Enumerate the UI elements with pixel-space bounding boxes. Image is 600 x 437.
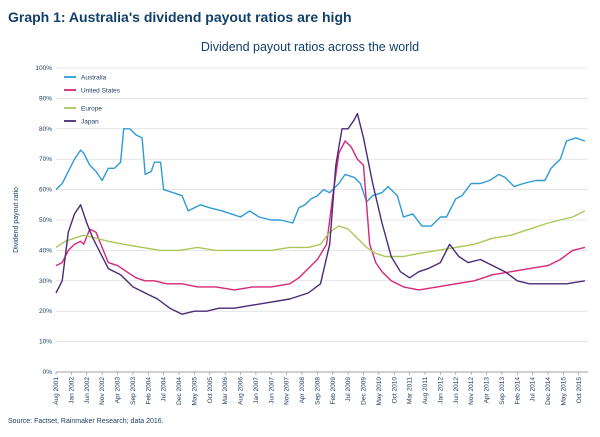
x-tick-label: Apr 2003 bbox=[115, 377, 122, 404]
legend-label: United States bbox=[81, 87, 121, 94]
x-tick-label: Dec 2014 bbox=[545, 377, 552, 405]
x-tick-label: Dec 2009 bbox=[361, 377, 368, 405]
y-tick-label: 50% bbox=[39, 217, 52, 224]
chart-title: Dividend payout ratios across the world bbox=[201, 40, 419, 54]
y-tick-labels: 0% 10% 20% 30% 40% 50% 60% 70% 80% 90% 100% bbox=[35, 65, 52, 376]
x-tick-label: Jun 2002 bbox=[84, 377, 91, 404]
x-tick-label: May 2005 bbox=[191, 377, 198, 406]
legend-label: Australia bbox=[81, 74, 107, 81]
x-tick-label: Jul 2004 bbox=[161, 377, 168, 402]
series-line-europe bbox=[55, 210, 586, 258]
x-tick-label: Nov 2012 bbox=[468, 377, 475, 405]
y-tick-label: 30% bbox=[39, 278, 52, 285]
x-tick-label: Aug 2006 bbox=[238, 377, 245, 405]
x-tick-label: Mar 2006 bbox=[222, 377, 229, 405]
x-tick-label: Aug 2011 bbox=[422, 377, 429, 405]
y-tick-label: 20% bbox=[39, 308, 52, 315]
x-tick-label: May 2015 bbox=[560, 377, 567, 406]
x-tick-label: Aug 2001 bbox=[53, 377, 60, 405]
x-tick-label: Sep 2013 bbox=[499, 377, 506, 405]
series-lines bbox=[55, 112, 586, 315]
series-line-japan bbox=[55, 112, 586, 315]
x-tick-label: Jun 2012 bbox=[453, 377, 460, 404]
y-tick-label: 100% bbox=[35, 65, 52, 72]
x-tick-label: Oct 2010 bbox=[391, 377, 398, 404]
x-tick-label: Feb 2014 bbox=[514, 377, 521, 405]
y-tick-label: 40% bbox=[39, 247, 52, 254]
x-tick-label: Jun 2007 bbox=[268, 377, 275, 404]
x-tick-label: Apr 2013 bbox=[484, 377, 491, 404]
graph-title: Graph 1: Australia's dividend payout rat… bbox=[8, 9, 352, 25]
x-tick-label: Feb 2004 bbox=[145, 377, 152, 405]
x-tick-label: Jan 2012 bbox=[437, 377, 444, 404]
y-tick-label: 60% bbox=[39, 187, 52, 194]
x-tick-label: Sep 2003 bbox=[130, 377, 137, 405]
x-tick-labels: Aug 2001 Jan 2002 Jun 2002 Nov 2002 Apr 2003… bbox=[53, 372, 583, 406]
legend-label: Japan bbox=[81, 118, 99, 125]
y-tick-label: 90% bbox=[39, 95, 52, 102]
y-tick-label: 0% bbox=[43, 369, 53, 376]
legend-label: Europe bbox=[81, 105, 102, 112]
series-line-united-states bbox=[55, 140, 586, 291]
legend: Australia United States Europe Japan bbox=[64, 74, 121, 125]
x-tick-label: Nov 2007 bbox=[284, 377, 291, 405]
x-tick-label: Oct 2015 bbox=[576, 377, 583, 404]
x-tick-label: Jul 2009 bbox=[345, 377, 352, 402]
x-tick-label: Mar 2011 bbox=[407, 377, 414, 404]
x-tick-label: Dec 2004 bbox=[176, 377, 183, 405]
x-tick-label: Jul 2014 bbox=[530, 377, 537, 402]
grid-lines bbox=[56, 67, 588, 373]
x-tick-label: Feb 2009 bbox=[330, 377, 337, 405]
x-tick-label: Apr 2008 bbox=[299, 377, 306, 404]
x-tick-label: Oct 2005 bbox=[207, 377, 214, 404]
x-tick-label: May 2010 bbox=[376, 377, 383, 406]
y-tick-label: 80% bbox=[39, 126, 52, 133]
x-tick-label: Sep 2008 bbox=[314, 377, 321, 405]
y-tick-label: 10% bbox=[39, 339, 52, 346]
y-tick-label: 70% bbox=[39, 156, 52, 163]
source-note: Source: Factset, Rainmaker Research; dat… bbox=[8, 418, 164, 425]
x-tick-label: Nov 2002 bbox=[99, 377, 106, 405]
x-tick-label: Jan 2007 bbox=[253, 377, 260, 404]
series-line-australia bbox=[55, 128, 586, 227]
x-tick-label: Jan 2002 bbox=[68, 377, 75, 404]
y-axis-label: Dividend payout ratio bbox=[13, 187, 20, 253]
